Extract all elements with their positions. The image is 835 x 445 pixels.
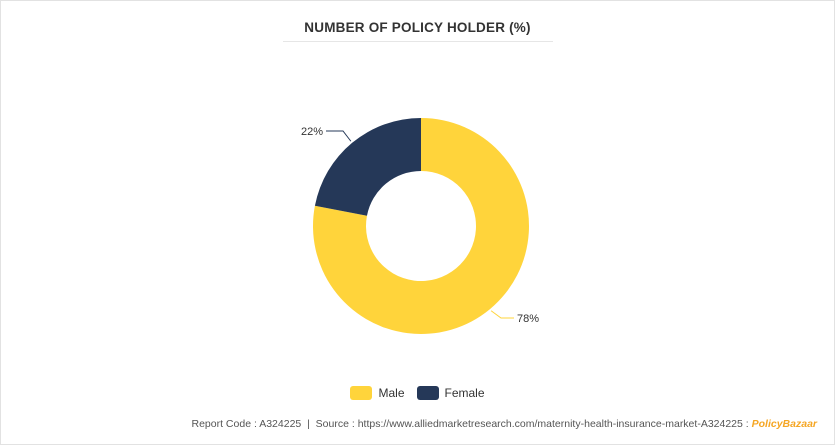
chart-legend: Male Female (0, 386, 835, 400)
footer: Report Code : A324225 | Source : https:/… (192, 418, 818, 430)
pie-slice-female[interactable] (314, 118, 421, 216)
data-label-leader-female (326, 130, 352, 142)
legend-item-female[interactable]: Female (416, 386, 485, 400)
data-label-leader-male (490, 310, 514, 319)
footer-separator: | (307, 418, 310, 430)
data-label-male: 78% (517, 313, 539, 325)
legend-swatch-female (416, 386, 439, 400)
source-text: Source : https://www.alliedmarketresearc… (315, 418, 749, 430)
title-underline (283, 41, 553, 42)
legend-swatch-male (350, 386, 373, 400)
pie-slice-male[interactable] (312, 118, 529, 334)
report-code: Report Code : A324225 (191, 418, 302, 430)
legend-item-male[interactable]: Male (350, 386, 405, 400)
policybazaar-logo: PolicyBazaar (751, 418, 817, 430)
legend-label-male: Male (378, 386, 405, 400)
legend-label-female: Female (444, 386, 485, 400)
data-label-female: 22% (301, 126, 323, 138)
chart-title: NUMBER OF POLICY HOLDER (%) (304, 20, 531, 35)
